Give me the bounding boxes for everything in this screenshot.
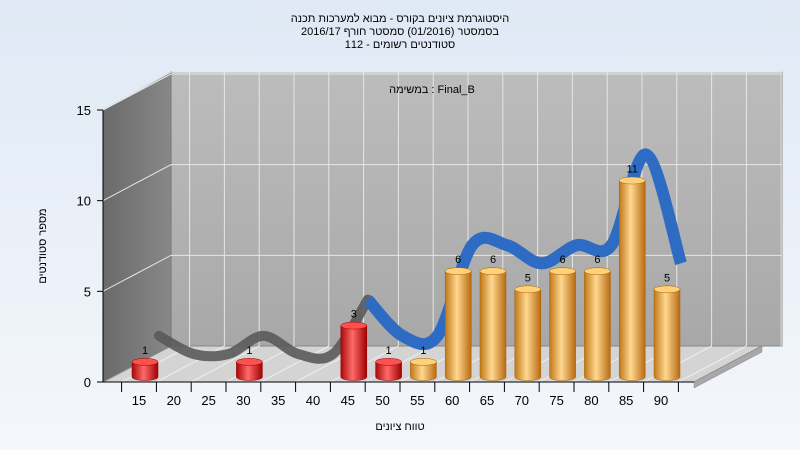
x-tick-label: 65 <box>480 393 494 408</box>
x-tick-label: 45 <box>341 393 355 408</box>
gridline-horizontal <box>102 164 782 202</box>
bar-top <box>131 358 159 366</box>
x-tick-label: 85 <box>619 393 633 408</box>
bar-value-label: 6 <box>455 254 461 266</box>
bar: 6 <box>549 254 576 381</box>
bar-top <box>549 267 576 275</box>
bar: 6 <box>444 254 472 381</box>
bar-value-label: 1 <box>420 345 426 357</box>
back-wall <box>170 71 783 347</box>
x-axis: 15 20 25 30 35 40 45 50 55 60 65 70 75 80 85 90 <box>103 381 694 408</box>
bar-value-label: 6 <box>594 254 600 266</box>
x-axis-label: טווח ציונים <box>375 421 424 433</box>
bar-value-label: 1 <box>386 345 392 357</box>
gridline-horizontal <box>102 73 782 111</box>
y-tick-label: 5 <box>84 284 91 299</box>
bar-body <box>549 270 576 381</box>
x-tick-label: 15 <box>132 393 146 408</box>
x-tick-label: 25 <box>201 393 215 408</box>
y-axis-label: מספר סטודנטים <box>37 208 49 283</box>
y-axis: 0 5 10 15 <box>77 103 104 390</box>
x-tick-label: 20 <box>167 393 181 408</box>
bar-top <box>584 267 611 275</box>
trend-curve-blue <box>363 148 687 351</box>
bar-body <box>479 270 507 381</box>
bar-value-label: 5 <box>525 272 531 284</box>
x-tick-label: 60 <box>445 393 459 408</box>
gridline-floor <box>190 345 260 383</box>
assignment-annotation: במשימה : Final_B <box>389 84 475 96</box>
bar-top <box>340 321 368 330</box>
bar-value-label: 11 <box>626 164 637 176</box>
bar: 5 <box>514 272 542 381</box>
bar-top <box>653 285 681 294</box>
x-tick-label: 50 <box>375 393 389 408</box>
bar: 6 <box>584 254 611 381</box>
bar: 1 <box>236 345 263 381</box>
y-tick-label: 0 <box>84 375 91 390</box>
y-tick-label: 15 <box>77 103 91 118</box>
gridline-floor <box>678 345 747 383</box>
chart-subtitle-1: בסמסטר (01/2016) סמסטר חורף 2016/17 <box>301 26 499 38</box>
bar-body <box>444 270 472 381</box>
y-tick-label: 10 <box>77 194 91 209</box>
bar: 1 <box>410 345 437 381</box>
bar-body <box>131 361 159 381</box>
x-tick-label: 40 <box>306 393 320 408</box>
bar: 11 <box>618 164 646 381</box>
bar-body <box>340 325 368 381</box>
x-tick-label: 55 <box>410 393 424 408</box>
bar-value-label: 6 <box>560 254 566 266</box>
bar-body <box>618 180 646 381</box>
bar-top <box>479 267 507 275</box>
x-tick-label: 70 <box>515 393 529 408</box>
bar-body <box>236 361 263 381</box>
bar: 5 <box>653 272 681 381</box>
bar: 6 <box>479 254 507 381</box>
x-tick-label: 80 <box>584 393 598 408</box>
chart-subtitle-2: סטודנטים רשומים - 112 <box>345 39 456 51</box>
trend-curve-grey <box>154 294 373 364</box>
bar-top <box>618 176 646 185</box>
bar-value-label: 3 <box>351 309 357 321</box>
bar-top <box>236 358 263 366</box>
bar-top <box>514 285 542 294</box>
bar: 3 <box>340 309 368 381</box>
floor-edge <box>693 345 763 389</box>
bar-value-label: 1 <box>246 345 252 357</box>
bar-body <box>410 361 437 381</box>
bar-top <box>444 267 472 275</box>
bar: 1 <box>375 345 402 381</box>
gridline-horizontal <box>102 254 782 292</box>
trend-curve <box>154 148 687 364</box>
bar-value-label: 1 <box>142 345 148 357</box>
bar-body <box>375 361 402 381</box>
bar-value-label: 5 <box>664 272 670 284</box>
bar-body <box>584 270 611 381</box>
bar-top <box>410 358 437 366</box>
x-tick-label: 75 <box>549 393 563 408</box>
x-tick-label: 35 <box>271 393 285 408</box>
x-tick-label: 30 <box>236 393 250 408</box>
gridline-floor <box>260 345 330 383</box>
chart-title: היסטוגרמת ציונים בקורס - מבוא למערכות תכ… <box>291 12 510 25</box>
bar-value-label: 6 <box>490 254 496 266</box>
bar-body <box>514 289 542 381</box>
bar-top <box>375 358 402 366</box>
x-tick-label: 90 <box>654 393 668 408</box>
bar: 1 <box>131 345 159 381</box>
bar-body <box>653 289 681 381</box>
